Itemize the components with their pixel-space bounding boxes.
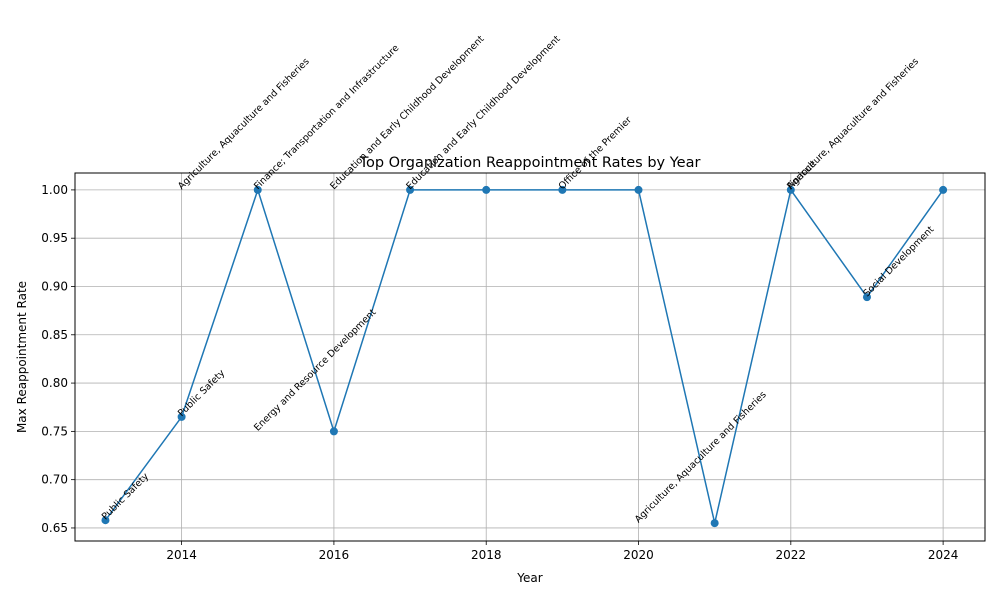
- data-point: [786, 185, 795, 194]
- data-point: [253, 185, 262, 194]
- y-tick-label: 0.80: [41, 376, 68, 390]
- data-point: [558, 185, 567, 194]
- data-point: [177, 412, 186, 421]
- series-layer: [101, 185, 948, 528]
- x-tick-label: 2024: [928, 548, 959, 562]
- y-tick-label: 0.95: [41, 231, 68, 245]
- y-tick-label: 0.75: [41, 424, 68, 438]
- y-tick-label: 0.65: [41, 521, 68, 535]
- y-tick-label: 0.90: [41, 279, 68, 293]
- x-tick-label: 2020: [623, 548, 654, 562]
- x-tick-label: 2018: [471, 548, 502, 562]
- data-point: [710, 519, 719, 528]
- x-tick-label: 2016: [319, 548, 350, 562]
- y-tick-label: 0.70: [41, 473, 68, 487]
- x-axis-label: Year: [516, 571, 542, 585]
- plot-area-frame: [74, 172, 986, 542]
- chart-title: Top Organization Reappointment Rates by …: [359, 155, 701, 171]
- data-point: [101, 516, 110, 525]
- data-point: [482, 185, 491, 194]
- series-line: [104, 187, 944, 524]
- data-point: [329, 427, 338, 436]
- data-point: [406, 185, 415, 194]
- data-point: [939, 185, 948, 194]
- x-tick-label: 2014: [166, 548, 197, 562]
- y-axis-label: Max Reappointment Rate: [15, 281, 29, 433]
- y-tick-label: 0.85: [41, 328, 68, 342]
- data-point: [634, 185, 643, 194]
- data-point: [862, 293, 871, 302]
- x-tick-label: 2022: [776, 548, 807, 562]
- y-tick-label: 1.00: [41, 183, 68, 197]
- axes-ticks: 2014 2016 2018 2020 2022 2024 0.65 0.70 0.75 0.80…: [41, 183, 958, 562]
